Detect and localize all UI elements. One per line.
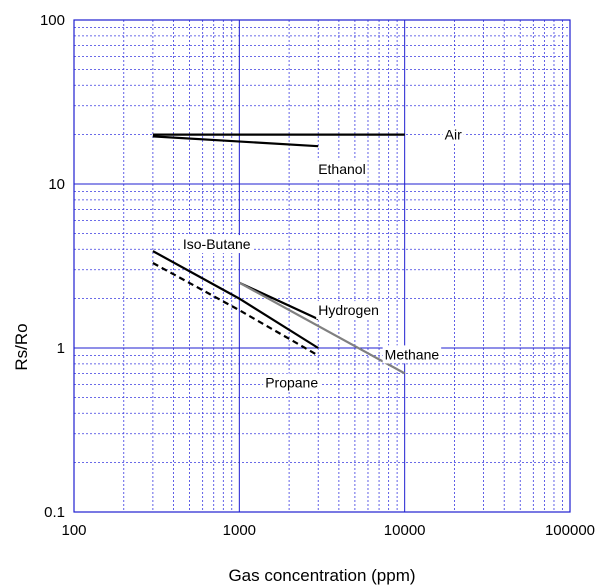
series-label-background [180, 235, 253, 254]
tick-labels: 100 1000 10000 100000 0.1 1 10 100 [40, 12, 595, 539]
y-tick-label: 0.1 [44, 504, 65, 521]
series-line-propane [152, 262, 319, 357]
series-label-iso-butane: Iso-Butane [183, 236, 251, 252]
series-line-methane [238, 281, 406, 375]
x-tick-label: 10000 [384, 522, 426, 539]
series-label-air: Air [445, 127, 462, 143]
y-tick-label: 1 [57, 340, 65, 357]
series-labels: Air Ethanol Iso-Butane Propane Hydrogen Metha… [180, 125, 464, 392]
y-tick-label: 100 [40, 12, 65, 29]
series-line-iso-butane [152, 250, 319, 349]
x-tick-label: 100 [61, 522, 86, 539]
plot-area-border [73, 19, 571, 513]
series-line-ethanol [152, 135, 319, 148]
series-label-background [263, 373, 321, 392]
series-label-ethanol: Ethanol [318, 161, 365, 177]
series-label-hydrogen: Hydrogen [318, 302, 379, 318]
x-tick-label: 1000 [223, 522, 256, 539]
series-label-background [316, 301, 381, 320]
series-label-background [442, 125, 464, 144]
y-axis-title: Rs/Ro [12, 323, 31, 370]
x-tick-label: 100000 [545, 522, 595, 539]
series-lines [152, 133, 406, 375]
series-label-background [382, 345, 442, 364]
x-axis-title: Gas concentration (ppm) [228, 566, 415, 585]
y-tick-label: 10 [48, 176, 65, 193]
series-label-propane: Propane [265, 375, 318, 391]
series-label-methane: Methane [385, 346, 440, 362]
grid [73, 19, 571, 513]
series-label-background [316, 160, 368, 179]
